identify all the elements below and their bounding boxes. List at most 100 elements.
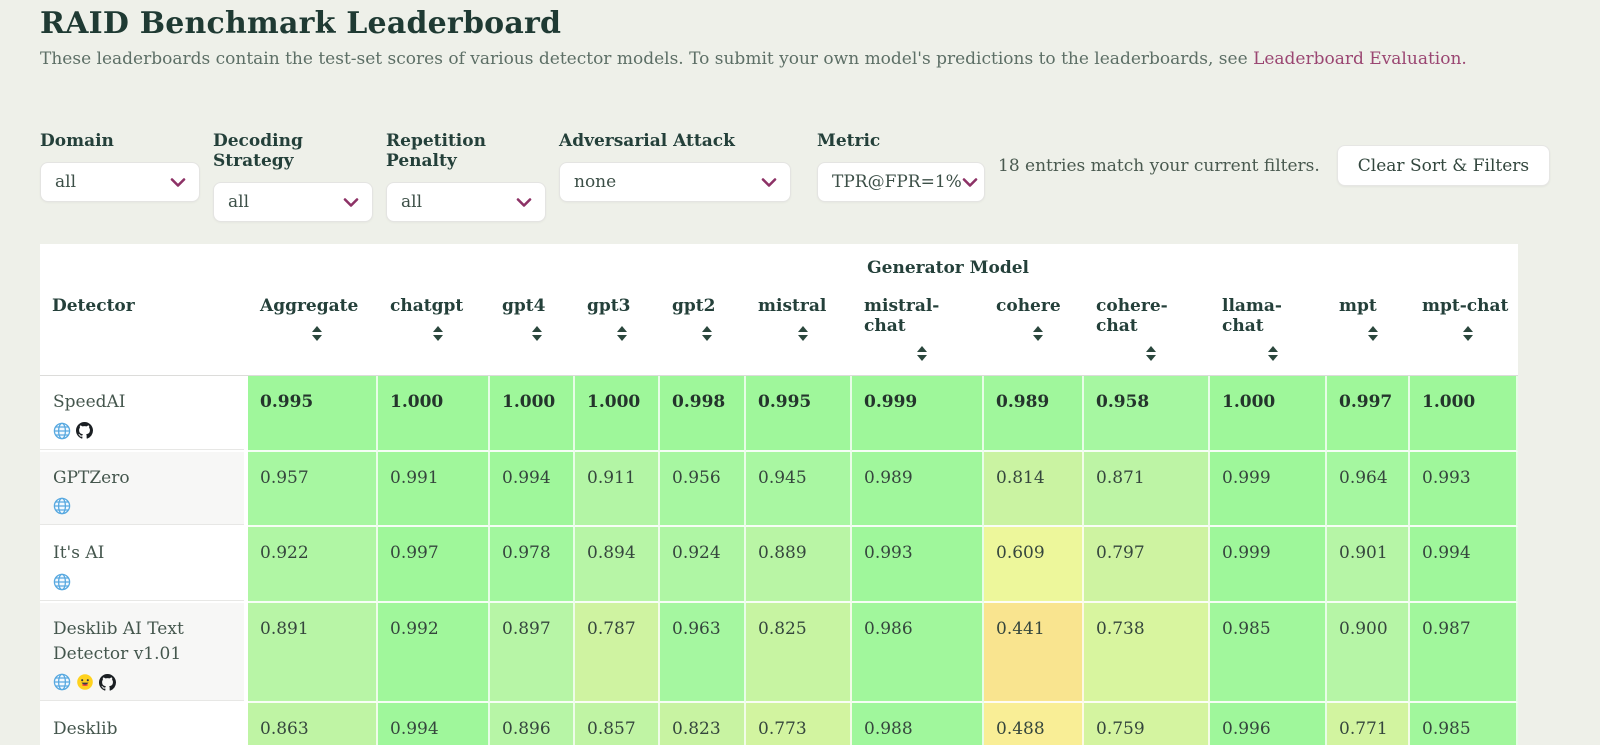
score-cell: 0.998 [660, 376, 746, 452]
generator-model-group-header: Generator Model [867, 258, 1029, 278]
sort-icon [1096, 346, 1206, 361]
column-header-label: Aggregate [260, 296, 359, 316]
table-row: GPTZero 0.957 0.991 0.994 0.911 0.956 0.945 0.9… [40, 451, 1519, 528]
column-header-mpt[interactable]: mpt [1327, 278, 1410, 376]
github-icon[interactable] [99, 673, 116, 691]
score-cell: 0.896 [490, 703, 575, 745]
score-cell: 0.787 [575, 602, 660, 704]
score-cell: 0.773 [746, 703, 852, 745]
score-cell: 0.797 [1084, 527, 1210, 603]
score-cell: 0.956 [660, 451, 746, 528]
leaderboard-card: Generator Model Detector Aggregate chatgpt g… [40, 244, 1519, 745]
detector-cell: GPTZero [40, 451, 248, 528]
column-header-label: Detector [52, 296, 135, 316]
detector-cell: Desklib AI Text Detector v1.01 [40, 602, 248, 704]
detector-cell: Desklib [40, 703, 248, 745]
column-header-label: gpt3 [587, 296, 631, 316]
detector-name: It's AI [53, 543, 105, 564]
column-header-label: llama-chat [1222, 296, 1282, 336]
leaderboard-evaluation-link[interactable]: Leaderboard Evaluation. [1253, 49, 1467, 69]
column-header-label: mpt-chat [1422, 296, 1509, 316]
sort-icon [1339, 326, 1406, 341]
score-cell: 1.000 [1410, 376, 1519, 452]
sort-icon [758, 326, 848, 341]
score-cell: 0.857 [575, 703, 660, 745]
globe-icon[interactable] [53, 573, 71, 591]
score-cell: 0.994 [378, 703, 490, 745]
filter-metric: Metric TPR@FPR=1% [817, 131, 985, 202]
score-cell: 0.922 [248, 527, 378, 603]
column-header-aggregate[interactable]: Aggregate [248, 278, 378, 376]
globe-icon[interactable] [53, 497, 71, 515]
filter-decoding-strategy-select[interactable]: all [213, 182, 373, 222]
subtitle-text: These leaderboards contain the test-set … [40, 49, 1248, 69]
chevron-down-icon [761, 173, 777, 192]
column-header-mistral-chat[interactable]: mistral-chat [852, 278, 984, 376]
chevron-down-icon [516, 193, 532, 212]
table-row: It's AI 0.922 0.997 0.978 0.894 0.924 0.889 0.9… [40, 527, 1519, 603]
detector-links [53, 422, 234, 440]
filter-adversarial-attack-select[interactable]: none [559, 162, 791, 202]
clear-sort-filters-button[interactable]: Clear Sort & Filters [1336, 145, 1551, 186]
score-cell: 0.609 [984, 527, 1084, 603]
detector-name: SpeedAI [53, 392, 126, 412]
github-icon[interactable] [76, 422, 93, 439]
column-header-gpt3[interactable]: gpt3 [575, 278, 660, 376]
sort-icon [587, 326, 656, 341]
filter-metric-select[interactable]: TPR@FPR=1% [817, 162, 985, 202]
globe-icon[interactable] [53, 673, 71, 691]
score-cell: 0.897 [490, 602, 575, 704]
column-header-llama-chat[interactable]: llama-chat [1210, 278, 1327, 376]
filter-repetition-penalty: Repetition Penalty all [386, 131, 546, 222]
score-cell: 0.997 [378, 527, 490, 603]
globe-icon[interactable] [53, 422, 71, 440]
column-header-label: cohere [996, 296, 1061, 316]
detector-cell: It's AI [40, 527, 248, 603]
page-title: RAID Benchmark Leaderboard [40, 6, 562, 41]
filter-adversarial-attack: Adversarial Attack none [559, 131, 791, 202]
score-cell: 0.992 [378, 602, 490, 704]
column-header-cohere[interactable]: cohere [984, 278, 1084, 376]
filter-domain-value: all [55, 172, 77, 192]
score-cell: 0.814 [984, 451, 1084, 528]
page-subtitle: These leaderboards contain the test-set … [40, 49, 1518, 69]
column-header-mpt-chat[interactable]: mpt-chat [1410, 278, 1519, 376]
detector-links [53, 497, 234, 515]
sort-icon [864, 346, 980, 361]
score-cell: 0.738 [1084, 602, 1210, 704]
score-cell: 0.985 [1210, 602, 1327, 704]
sort-icon [390, 326, 486, 341]
filter-repetition-penalty-label: Repetition Penalty [386, 131, 486, 171]
column-header-label: mistral-chat [864, 296, 940, 336]
filters-bar: Domain all Decoding Strategy all Repetit… [40, 131, 1551, 222]
score-cell: 0.924 [660, 527, 746, 603]
leaderboard-table: Generator Model Detector Aggregate chatgpt g… [40, 244, 1519, 745]
column-header-label: mpt [1339, 296, 1377, 316]
detector-links [53, 673, 234, 691]
column-header-chatgpt[interactable]: chatgpt [378, 278, 490, 376]
score-cell: 0.894 [575, 527, 660, 603]
score-cell: 1.000 [378, 376, 490, 452]
column-header-gpt4[interactable]: gpt4 [490, 278, 575, 376]
score-cell: 0.994 [1410, 527, 1519, 603]
column-header-cohere-chat[interactable]: cohere-chat [1084, 278, 1210, 376]
filter-domain-select[interactable]: all [40, 162, 200, 202]
score-cell: 0.441 [984, 602, 1084, 704]
score-cell: 0.999 [1210, 451, 1327, 528]
column-header-label: mistral [758, 296, 827, 316]
filter-repetition-penalty-select[interactable]: all [386, 182, 546, 222]
column-header-mistral[interactable]: mistral [746, 278, 852, 376]
score-cell: 0.987 [1410, 602, 1519, 704]
filter-domain: Domain all [40, 131, 200, 202]
score-cell: 1.000 [1210, 376, 1327, 452]
sort-icon [260, 326, 374, 341]
score-cell: 0.964 [1327, 451, 1410, 528]
entries-count-text: 18 entries match your current filters. [998, 155, 1320, 176]
column-header-gpt2[interactable]: gpt2 [660, 278, 746, 376]
huggingface-icon[interactable] [76, 673, 94, 691]
chevron-down-icon [962, 173, 978, 192]
score-cell: 0.985 [1410, 703, 1519, 745]
detector-name: GPTZero [53, 467, 130, 488]
sort-icon [996, 326, 1080, 341]
column-header-label: chatgpt [390, 296, 464, 316]
